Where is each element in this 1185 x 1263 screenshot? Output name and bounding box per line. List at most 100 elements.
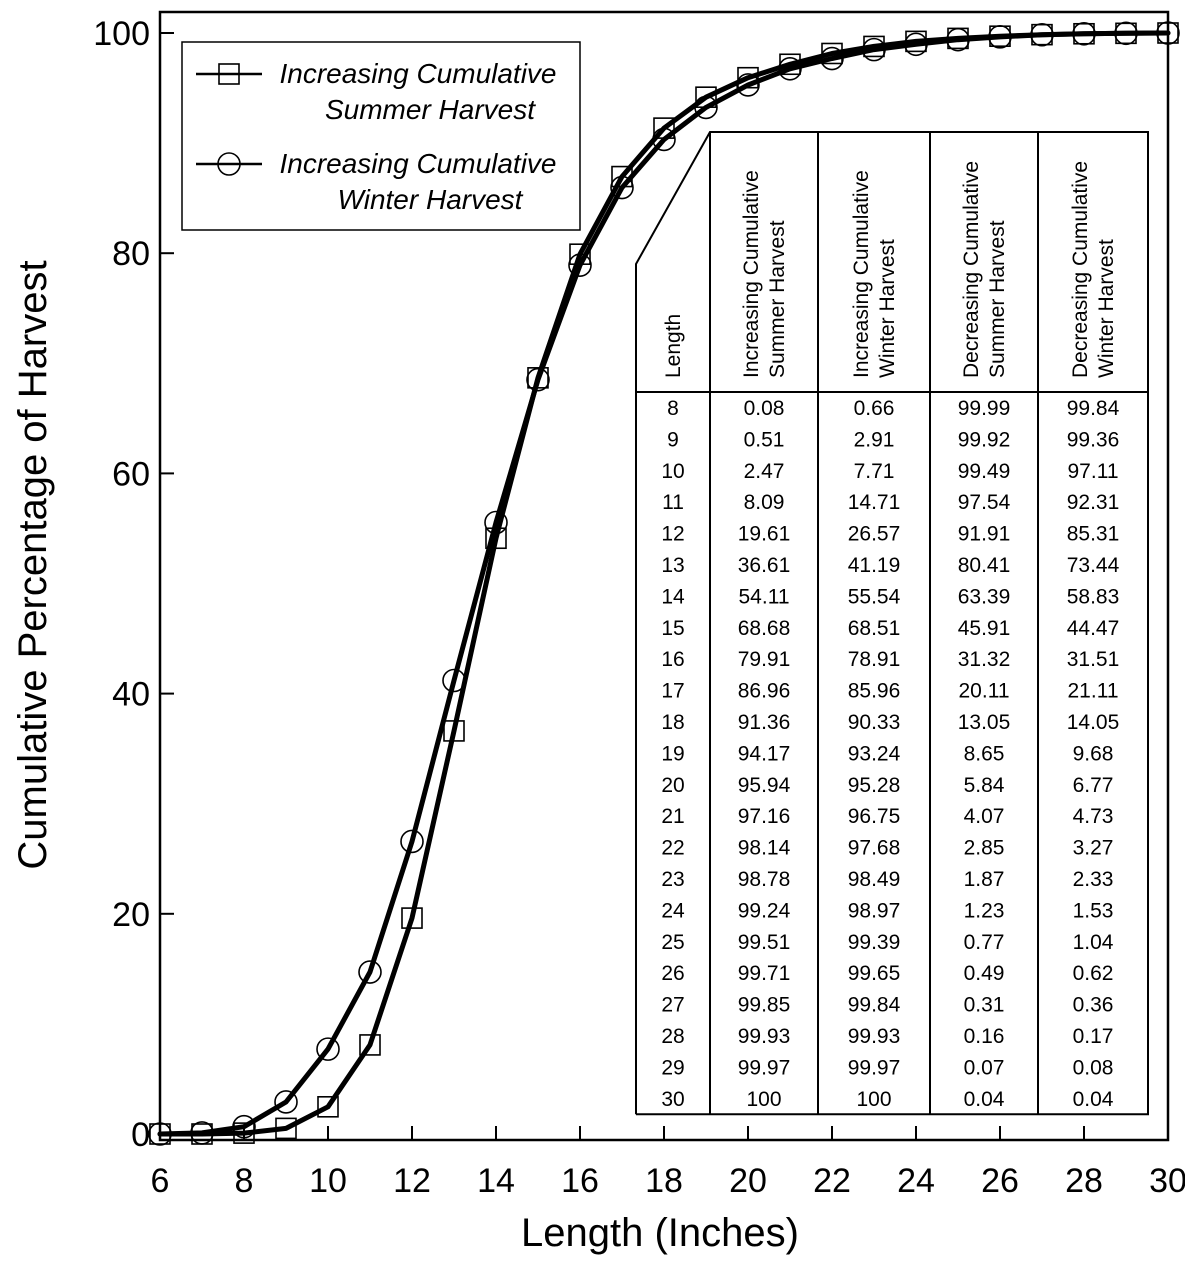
table-cell: 99.97 — [738, 1056, 791, 1079]
table-cell: 22 — [661, 837, 684, 860]
data-point-square — [275, 1117, 297, 1140]
data-point-circle — [274, 1090, 298, 1114]
table-cell: 29 — [661, 1056, 684, 1079]
table-cell: 0.62 — [1073, 962, 1114, 985]
y-tick-label: 100 — [93, 15, 150, 53]
table-cell: 3.27 — [1073, 837, 1114, 860]
table-cell: 20 — [661, 774, 684, 797]
data-table: Length Increasing Cumulative Summer Harves… — [635, 131, 1149, 1116]
data-point-circle — [652, 127, 676, 152]
table-cell: 8.65 — [964, 742, 1005, 765]
table-cell: 20.11 — [959, 680, 1010, 703]
x-tick-label: 8 — [235, 1162, 254, 1200]
data-point-circle — [1156, 21, 1180, 45]
table-cell: 44.47 — [1067, 617, 1120, 640]
data-point-circle — [232, 1114, 256, 1139]
table-cell: 0.49 — [964, 962, 1005, 985]
table-cell: 0.31 — [964, 994, 1005, 1017]
table-cell: 79.91 — [738, 648, 791, 671]
table-cell: 36.61 — [738, 554, 791, 577]
table-cell: 99.49 — [958, 460, 1011, 483]
table-cell: 21.11 — [1068, 680, 1119, 703]
table-cell: 26.57 — [848, 523, 901, 546]
series-group — [148, 21, 1180, 1146]
table-cell: 93.24 — [848, 742, 901, 765]
table-cell: 4.73 — [1073, 805, 1114, 828]
table-cell: 99.51 — [738, 931, 791, 954]
table-cell: 1.23 — [964, 899, 1005, 922]
data-point-square — [401, 907, 423, 929]
table-cell: 100 — [746, 1088, 781, 1111]
x-tick-label: 14 — [477, 1162, 515, 1200]
table-cell: 19 — [661, 742, 684, 765]
table-cell: 0.04 — [1073, 1088, 1114, 1111]
data-point-circle — [778, 56, 802, 81]
table-cell: 99.85 — [738, 994, 791, 1017]
table-cell: 19.61 — [738, 523, 791, 546]
x-tick-label: 20 — [729, 1162, 767, 1200]
table-cell: 92.31 — [1067, 491, 1120, 514]
table-cell: 2.91 — [854, 428, 895, 451]
table-cell: 14 — [661, 585, 685, 608]
table-cell: 0.16 — [964, 1025, 1005, 1048]
x-tick-label: 10 — [309, 1162, 347, 1200]
table-cell: 98.78 — [738, 868, 791, 891]
table-cell: 99.97 — [848, 1056, 901, 1079]
table-cell: 100 — [856, 1088, 891, 1111]
table-cell: 95.94 — [738, 774, 791, 797]
x-axis-title: Length (Inches) — [521, 1211, 799, 1255]
table-cell: 1.04 — [1073, 931, 1114, 954]
data-point-circle — [568, 253, 592, 278]
table-cell: 97.16 — [738, 805, 791, 828]
table-cell: 99.24 — [738, 899, 791, 922]
table-cell: 8.09 — [744, 491, 785, 514]
table-cell: 99.84 — [1067, 397, 1120, 420]
table-cell: 14.71 — [848, 491, 901, 514]
data-point-circle — [442, 668, 466, 693]
table-cell: 21 — [661, 805, 684, 828]
table-cell: 16 — [661, 648, 684, 671]
table-cell: 10 — [661, 460, 684, 483]
table-cell: 28 — [661, 1025, 684, 1048]
data-point-circle — [190, 1121, 214, 1145]
y-tick-label: 60 — [112, 455, 150, 493]
table-cell: 30 — [661, 1088, 684, 1111]
table-cell: 94.17 — [738, 742, 791, 765]
table-cell: 31.51 — [1067, 648, 1120, 671]
table-cell: 6.77 — [1073, 774, 1114, 797]
table-cell: 0.36 — [1073, 994, 1114, 1017]
table-cell: 8 — [667, 397, 679, 420]
table-cell: 91.91 — [958, 523, 1011, 546]
data-point-circle — [358, 960, 382, 984]
table-header-label: Winter Harvest — [1095, 239, 1118, 378]
x-tick-label: 26 — [981, 1162, 1019, 1200]
data-point-square — [233, 1122, 255, 1144]
table-cell: 99.93 — [738, 1025, 791, 1048]
data-point-circle — [526, 367, 550, 392]
table-cell: 98.97 — [848, 899, 901, 922]
y-tick-label: 80 — [112, 235, 150, 273]
table-cell: 0.08 — [744, 397, 785, 420]
table-cell: 12 — [661, 523, 684, 546]
data-point-square — [443, 720, 465, 742]
table-cell: 0.17 — [1073, 1025, 1114, 1048]
table-cell: 1.87 — [964, 868, 1005, 891]
data-point-circle — [316, 1037, 340, 1061]
table-cell: 25 — [661, 931, 684, 954]
x-tick-label: 28 — [1065, 1162, 1103, 1200]
y-tick-label: 0 — [131, 1116, 150, 1154]
x-tick-label: 6 — [151, 1162, 170, 1200]
table-cell: 13 — [661, 554, 684, 577]
legend-label-line2: Summer Harvest — [325, 94, 536, 125]
table-cell: 26 — [661, 962, 684, 985]
table-cell: 0.08 — [1073, 1056, 1114, 1079]
table-cell: 54.11 — [739, 585, 790, 608]
table-cell: 11 — [662, 491, 684, 514]
legend-label-line2: Winter Harvest — [338, 184, 524, 215]
table-cell: 9 — [667, 428, 679, 451]
series-line-circle — [157, 30, 1171, 1137]
data-point-circle — [988, 25, 1012, 49]
table-cell: 9.68 — [1073, 742, 1114, 765]
data-point-square — [359, 1034, 381, 1056]
